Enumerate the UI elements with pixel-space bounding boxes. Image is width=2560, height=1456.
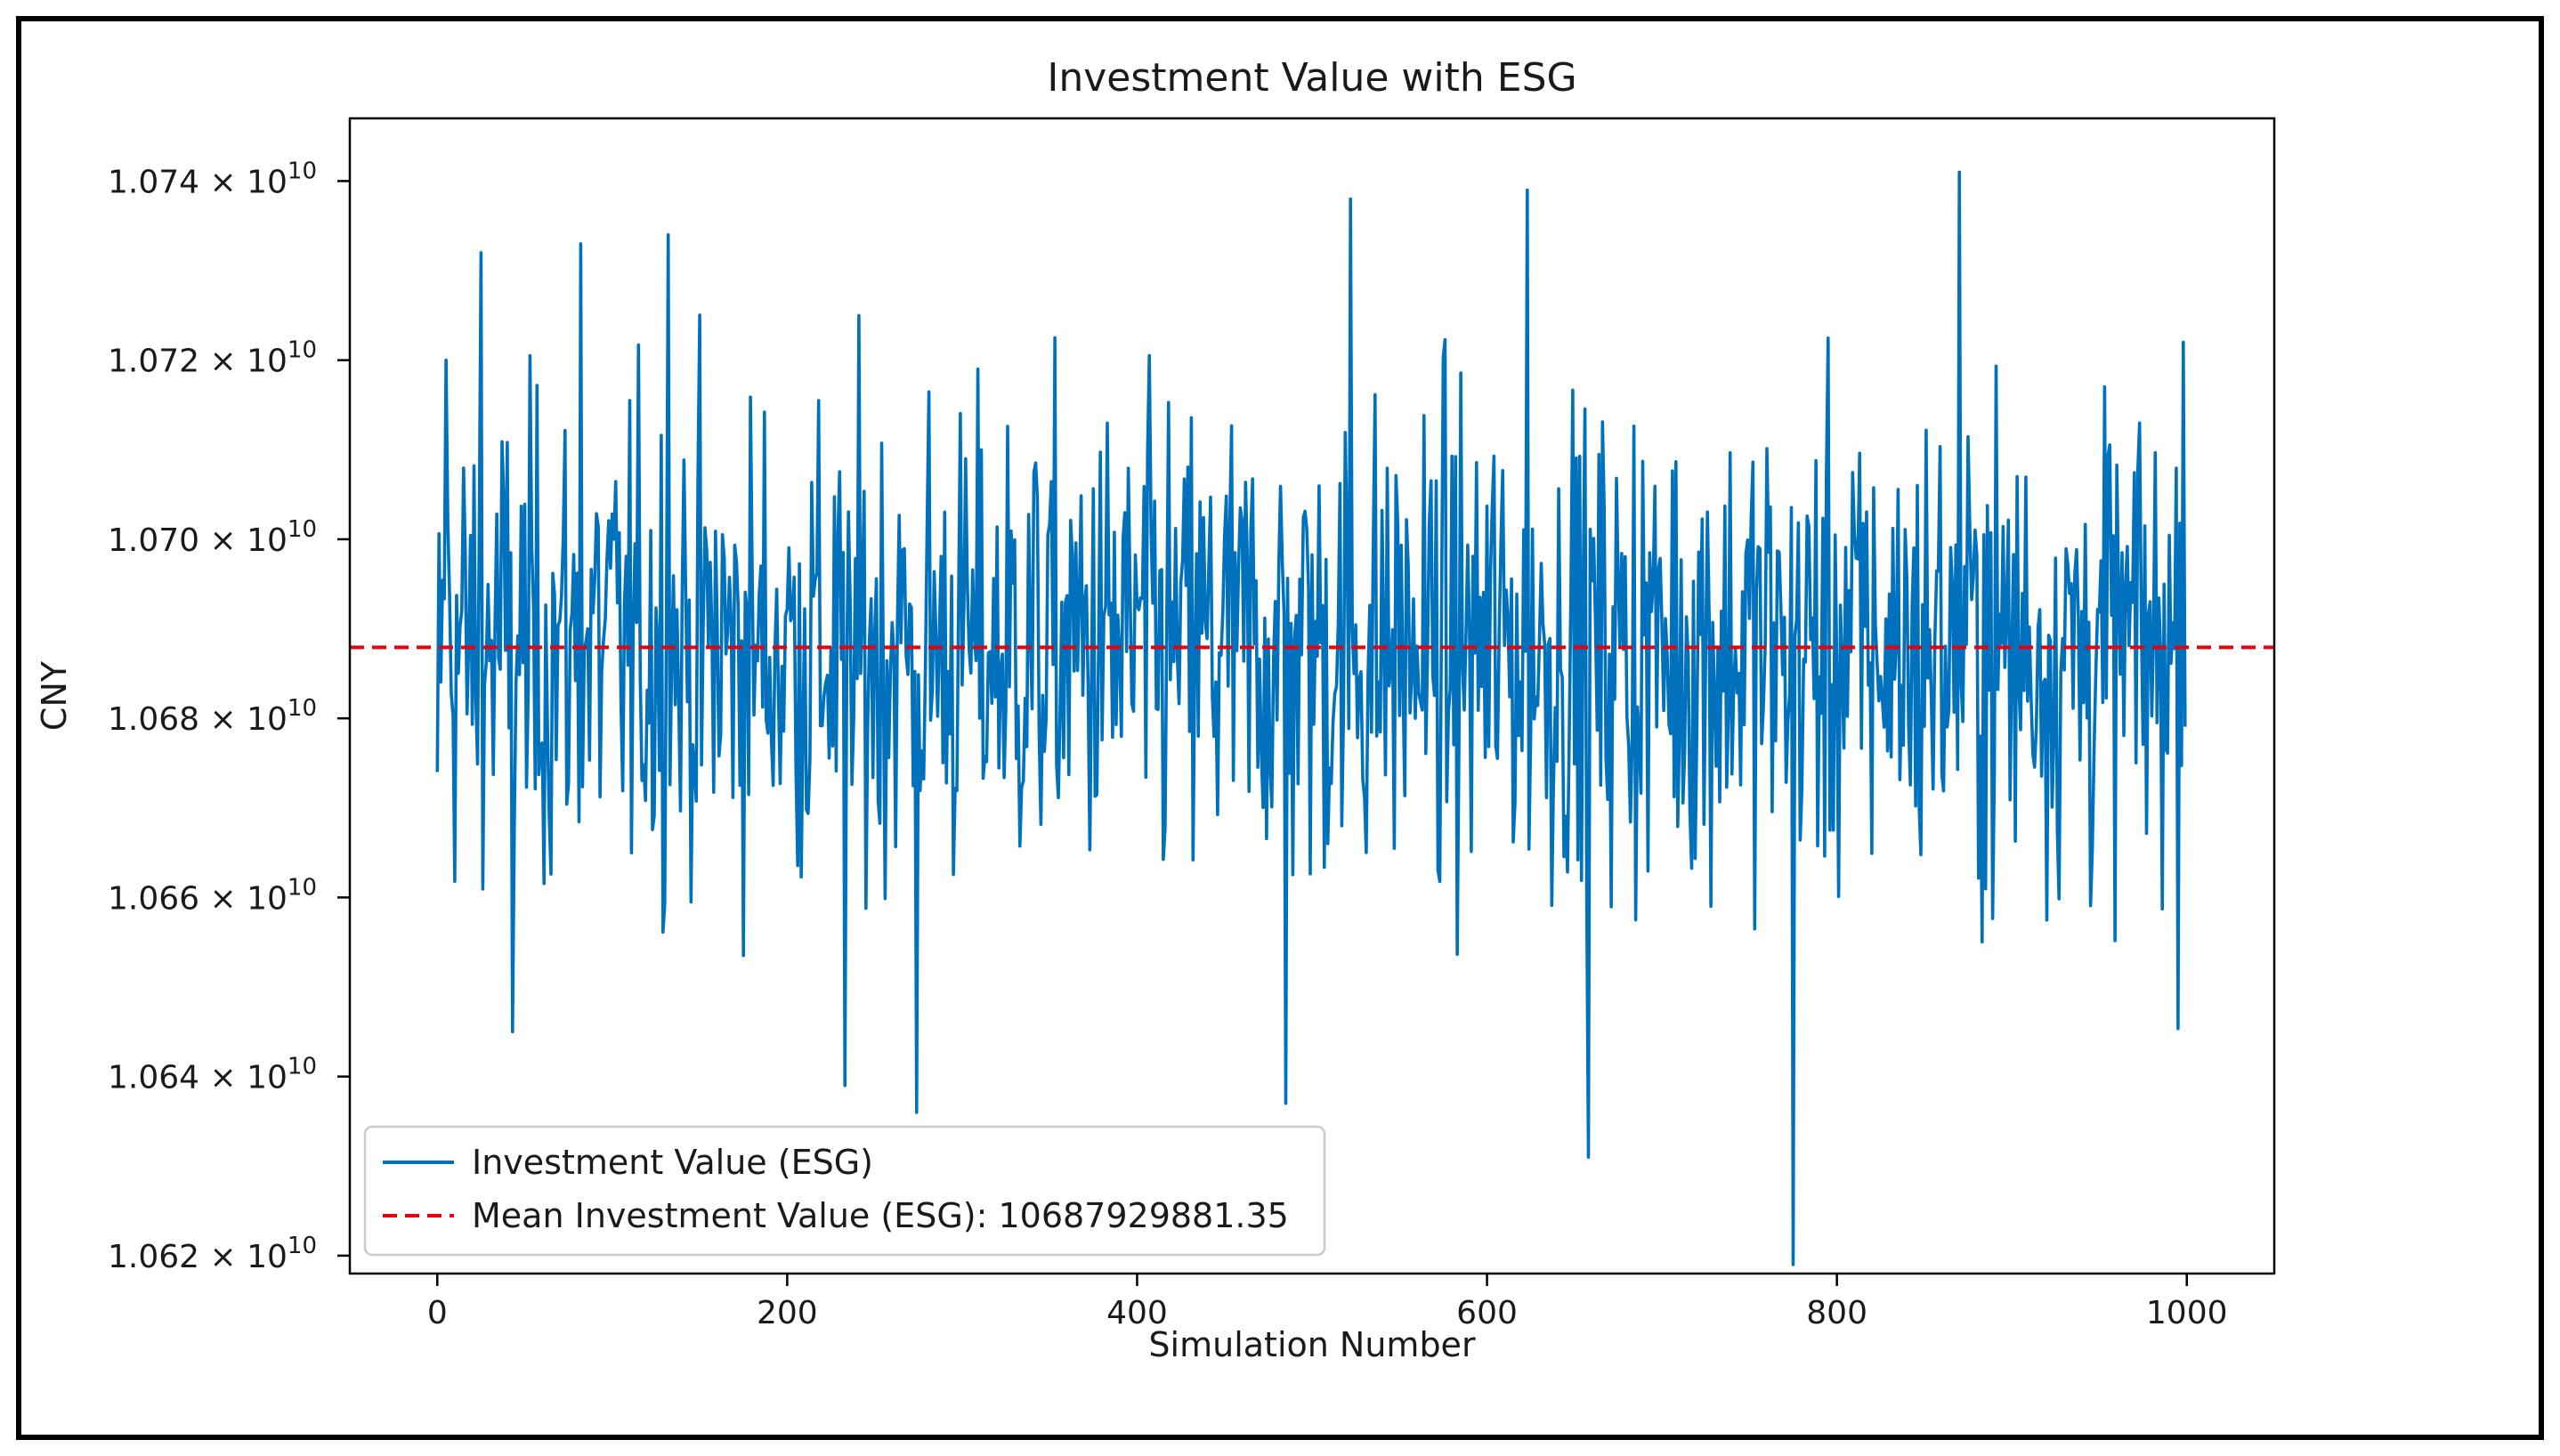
figure-frame: Investment Value with ESG 0 200 400 600 800 1… — [16, 16, 2544, 1440]
y-axis: 1.062 × 1010 1.064 × 1010 1.066 × 1010 1.06… — [108, 158, 350, 1275]
x-tick-label: 0 — [427, 1295, 448, 1331]
x-axis: 0 200 400 600 800 1000 — [427, 1274, 2228, 1331]
y-tick-label: 1.070 × 1010 — [108, 516, 317, 559]
legend-box — [363, 1125, 1326, 1257]
chart-title: Investment Value with ESG — [1047, 55, 1576, 101]
legend: Investment Value (ESG) Mean Investment V… — [363, 1125, 1326, 1257]
x-tick-label: 600 — [1456, 1295, 1518, 1331]
line-chart: Investment Value with ESG 0 200 400 600 800 1… — [35, 55, 2276, 1364]
legend-label-investment-value: Investment Value (ESG) — [472, 1143, 873, 1182]
x-tick-label: 400 — [1106, 1295, 1168, 1331]
y-tick-label: 1.066 × 1010 — [108, 874, 317, 917]
y-tick-label: 1.072 × 1010 — [108, 337, 317, 380]
y-tick-label: 1.062 × 1010 — [108, 1233, 317, 1275]
y-tick-label: 1.064 × 1010 — [108, 1054, 317, 1096]
y-tick-label: 1.068 × 1010 — [108, 695, 317, 738]
y-axis-label: CNY — [35, 660, 74, 731]
legend-label-mean-value: Mean Investment Value (ESG): 10687929881… — [472, 1196, 1289, 1235]
x-axis-label: Simulation Number — [1148, 1325, 1476, 1364]
x-tick-label: 200 — [757, 1295, 818, 1331]
x-tick-label: 1000 — [2146, 1295, 2228, 1331]
plot-area-border — [348, 117, 2276, 1275]
series-line-investment-value — [435, 170, 2187, 1266]
y-tick-label: 1.074 × 1010 — [108, 158, 317, 200]
x-tick-label: 800 — [1806, 1295, 1867, 1331]
